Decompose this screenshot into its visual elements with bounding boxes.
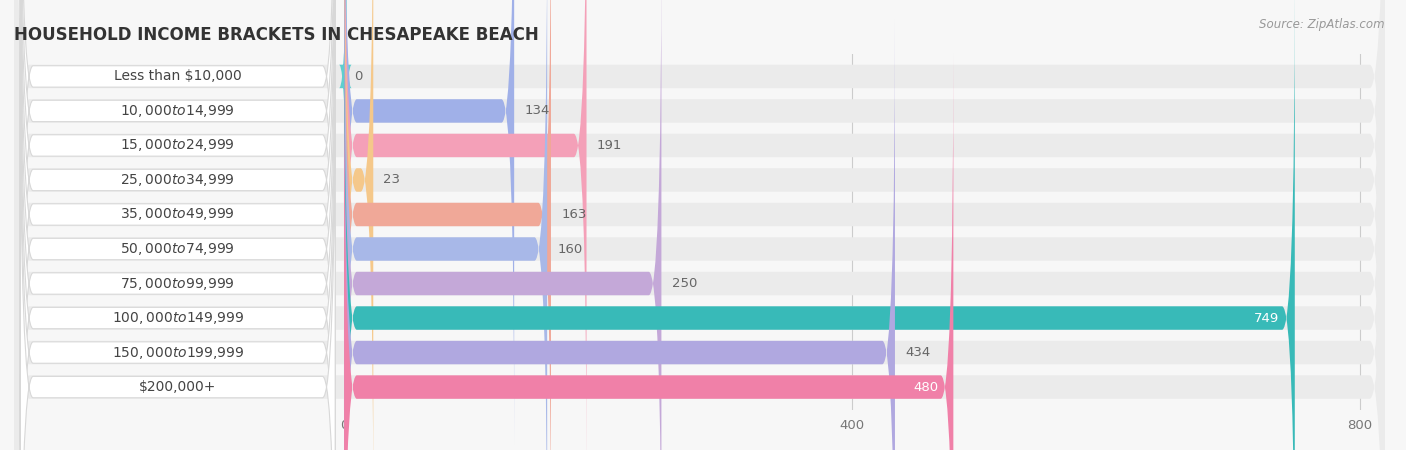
FancyBboxPatch shape bbox=[21, 18, 335, 450]
FancyBboxPatch shape bbox=[344, 54, 953, 450]
FancyBboxPatch shape bbox=[21, 53, 335, 450]
Text: 749: 749 bbox=[1254, 311, 1279, 324]
FancyBboxPatch shape bbox=[14, 0, 1385, 450]
FancyBboxPatch shape bbox=[14, 0, 1385, 450]
FancyBboxPatch shape bbox=[339, 0, 352, 272]
Text: $35,000 to $49,999: $35,000 to $49,999 bbox=[121, 207, 235, 222]
Text: 480: 480 bbox=[912, 381, 938, 394]
FancyBboxPatch shape bbox=[344, 0, 1295, 450]
FancyBboxPatch shape bbox=[344, 0, 661, 450]
Text: $50,000 to $74,999: $50,000 to $74,999 bbox=[121, 241, 235, 257]
FancyBboxPatch shape bbox=[344, 0, 547, 450]
FancyBboxPatch shape bbox=[344, 0, 551, 450]
Text: $100,000 to $149,999: $100,000 to $149,999 bbox=[111, 310, 245, 326]
FancyBboxPatch shape bbox=[21, 0, 335, 450]
Text: 163: 163 bbox=[561, 208, 586, 221]
Text: $15,000 to $24,999: $15,000 to $24,999 bbox=[121, 137, 235, 153]
Text: 134: 134 bbox=[524, 104, 550, 117]
Text: $10,000 to $14,999: $10,000 to $14,999 bbox=[121, 103, 235, 119]
Text: 160: 160 bbox=[557, 243, 582, 256]
FancyBboxPatch shape bbox=[21, 0, 335, 411]
Text: 250: 250 bbox=[672, 277, 697, 290]
FancyBboxPatch shape bbox=[14, 0, 1385, 450]
FancyBboxPatch shape bbox=[14, 0, 1385, 450]
FancyBboxPatch shape bbox=[344, 0, 586, 450]
Text: 0: 0 bbox=[354, 70, 363, 83]
Text: Source: ZipAtlas.com: Source: ZipAtlas.com bbox=[1260, 18, 1385, 31]
FancyBboxPatch shape bbox=[21, 0, 335, 446]
Text: $25,000 to $34,999: $25,000 to $34,999 bbox=[121, 172, 235, 188]
Text: $75,000 to $99,999: $75,000 to $99,999 bbox=[121, 275, 235, 292]
FancyBboxPatch shape bbox=[21, 0, 335, 450]
FancyBboxPatch shape bbox=[14, 0, 1385, 450]
Text: 434: 434 bbox=[905, 346, 931, 359]
FancyBboxPatch shape bbox=[14, 0, 1385, 450]
Text: 191: 191 bbox=[596, 139, 621, 152]
Text: $150,000 to $199,999: $150,000 to $199,999 bbox=[111, 345, 245, 360]
FancyBboxPatch shape bbox=[21, 0, 335, 450]
Text: 23: 23 bbox=[384, 174, 401, 186]
FancyBboxPatch shape bbox=[344, 0, 373, 450]
Text: $200,000+: $200,000+ bbox=[139, 380, 217, 394]
Text: HOUSEHOLD INCOME BRACKETS IN CHESAPEAKE BEACH: HOUSEHOLD INCOME BRACKETS IN CHESAPEAKE … bbox=[14, 26, 538, 44]
FancyBboxPatch shape bbox=[14, 0, 1385, 450]
FancyBboxPatch shape bbox=[21, 0, 335, 450]
Text: Less than $10,000: Less than $10,000 bbox=[114, 69, 242, 83]
FancyBboxPatch shape bbox=[344, 0, 515, 444]
FancyBboxPatch shape bbox=[14, 0, 1385, 450]
FancyBboxPatch shape bbox=[21, 0, 335, 450]
FancyBboxPatch shape bbox=[21, 0, 335, 450]
FancyBboxPatch shape bbox=[14, 0, 1385, 450]
FancyBboxPatch shape bbox=[344, 19, 896, 450]
FancyBboxPatch shape bbox=[14, 0, 1385, 450]
